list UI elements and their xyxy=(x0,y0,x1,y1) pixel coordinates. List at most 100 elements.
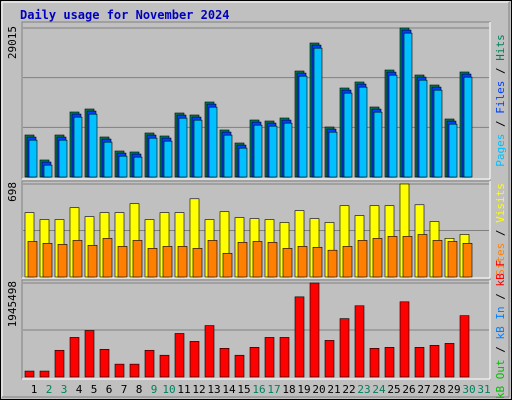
bar xyxy=(103,141,113,178)
bar xyxy=(403,32,413,178)
x-tick-label: 12 xyxy=(192,383,205,396)
bar xyxy=(459,315,470,378)
bar xyxy=(268,125,278,178)
bar xyxy=(204,325,215,378)
legend-entry: Hits xyxy=(494,34,507,61)
bar xyxy=(309,282,320,378)
bar xyxy=(418,79,428,178)
bar xyxy=(328,131,338,178)
x-tick-label: 2 xyxy=(46,383,53,396)
bar xyxy=(147,248,158,278)
x-tick-label: 8 xyxy=(136,383,143,396)
bar xyxy=(192,248,203,278)
bar xyxy=(402,236,413,278)
bar xyxy=(84,330,95,378)
x-tick-label: 29 xyxy=(447,383,460,396)
legend-entry: kB Out xyxy=(494,359,507,399)
bar xyxy=(238,147,248,178)
bar xyxy=(87,244,98,278)
bar xyxy=(447,241,458,278)
bar xyxy=(384,347,395,378)
bar xyxy=(132,240,143,278)
bar xyxy=(237,242,248,278)
x-tick-label: 10 xyxy=(162,383,175,396)
bar xyxy=(462,242,473,278)
bar xyxy=(178,117,188,178)
x-tick-label: 11 xyxy=(177,383,190,396)
bar xyxy=(342,246,353,278)
bar xyxy=(399,301,410,378)
bar xyxy=(339,318,350,378)
legend-entry: kB F xyxy=(494,260,507,287)
legend: Sites / Visits xyxy=(494,183,507,276)
bar xyxy=(297,246,308,278)
bar xyxy=(463,76,473,178)
bar xyxy=(343,92,353,178)
x-tick-label: 16 xyxy=(252,383,265,396)
bar xyxy=(39,370,50,378)
bar xyxy=(372,238,383,278)
x-tick-label: 23 xyxy=(357,383,370,396)
bar xyxy=(72,240,83,278)
bar xyxy=(448,123,458,178)
x-tick-label: 1 xyxy=(31,383,38,396)
legend: Pages / Files / Hits xyxy=(494,34,507,167)
x-tick-label: 24 xyxy=(372,383,386,396)
x-tick-label: 25 xyxy=(387,383,400,396)
bar xyxy=(219,348,230,378)
bar xyxy=(298,75,308,178)
bar xyxy=(193,119,203,178)
bar xyxy=(159,354,170,378)
x-tick-label: 9 xyxy=(151,383,158,396)
bar xyxy=(294,296,305,378)
bar xyxy=(253,124,263,178)
bar xyxy=(414,347,425,378)
bar xyxy=(88,113,98,178)
bar xyxy=(207,240,218,278)
x-tick-label: 31 xyxy=(477,383,490,396)
bar xyxy=(189,341,200,378)
x-tick-label: 4 xyxy=(76,383,83,396)
bar xyxy=(57,244,68,278)
bar xyxy=(54,349,65,378)
bar xyxy=(144,349,155,378)
bar xyxy=(58,139,68,178)
x-tick-label: 21 xyxy=(327,383,340,396)
bar xyxy=(433,89,443,178)
bar xyxy=(417,234,428,278)
bar xyxy=(27,241,38,278)
bar xyxy=(429,345,440,378)
y-tick-label: 698 xyxy=(6,182,19,202)
bar xyxy=(133,156,143,178)
bar xyxy=(162,246,173,278)
bar xyxy=(118,155,128,178)
bar xyxy=(43,164,53,178)
bar xyxy=(354,305,365,378)
bar xyxy=(432,240,443,278)
bar xyxy=(252,241,263,278)
legend-entry: Pages xyxy=(494,134,507,167)
x-tick-label: 15 xyxy=(237,383,250,396)
bar xyxy=(369,348,380,378)
legend: kB Out / kB In / kB F xyxy=(494,260,507,399)
x-tick-label: 5 xyxy=(91,383,98,396)
bar xyxy=(69,337,80,378)
bar xyxy=(282,248,293,278)
x-tick-label: 27 xyxy=(417,383,430,396)
x-tick-label: 20 xyxy=(312,383,325,396)
bar xyxy=(28,139,38,178)
bar xyxy=(279,337,290,378)
bar xyxy=(234,354,245,378)
x-tick-label: 17 xyxy=(267,383,280,396)
bar xyxy=(24,370,35,378)
bar xyxy=(357,240,368,278)
x-tick-label: 13 xyxy=(207,383,220,396)
legend-entry: Files xyxy=(494,81,507,114)
x-tick-label: 3 xyxy=(61,383,68,396)
bar xyxy=(283,122,293,178)
x-tick-label: 19 xyxy=(297,383,310,396)
bar xyxy=(388,74,398,178)
bar xyxy=(102,238,113,278)
bar xyxy=(148,137,158,178)
